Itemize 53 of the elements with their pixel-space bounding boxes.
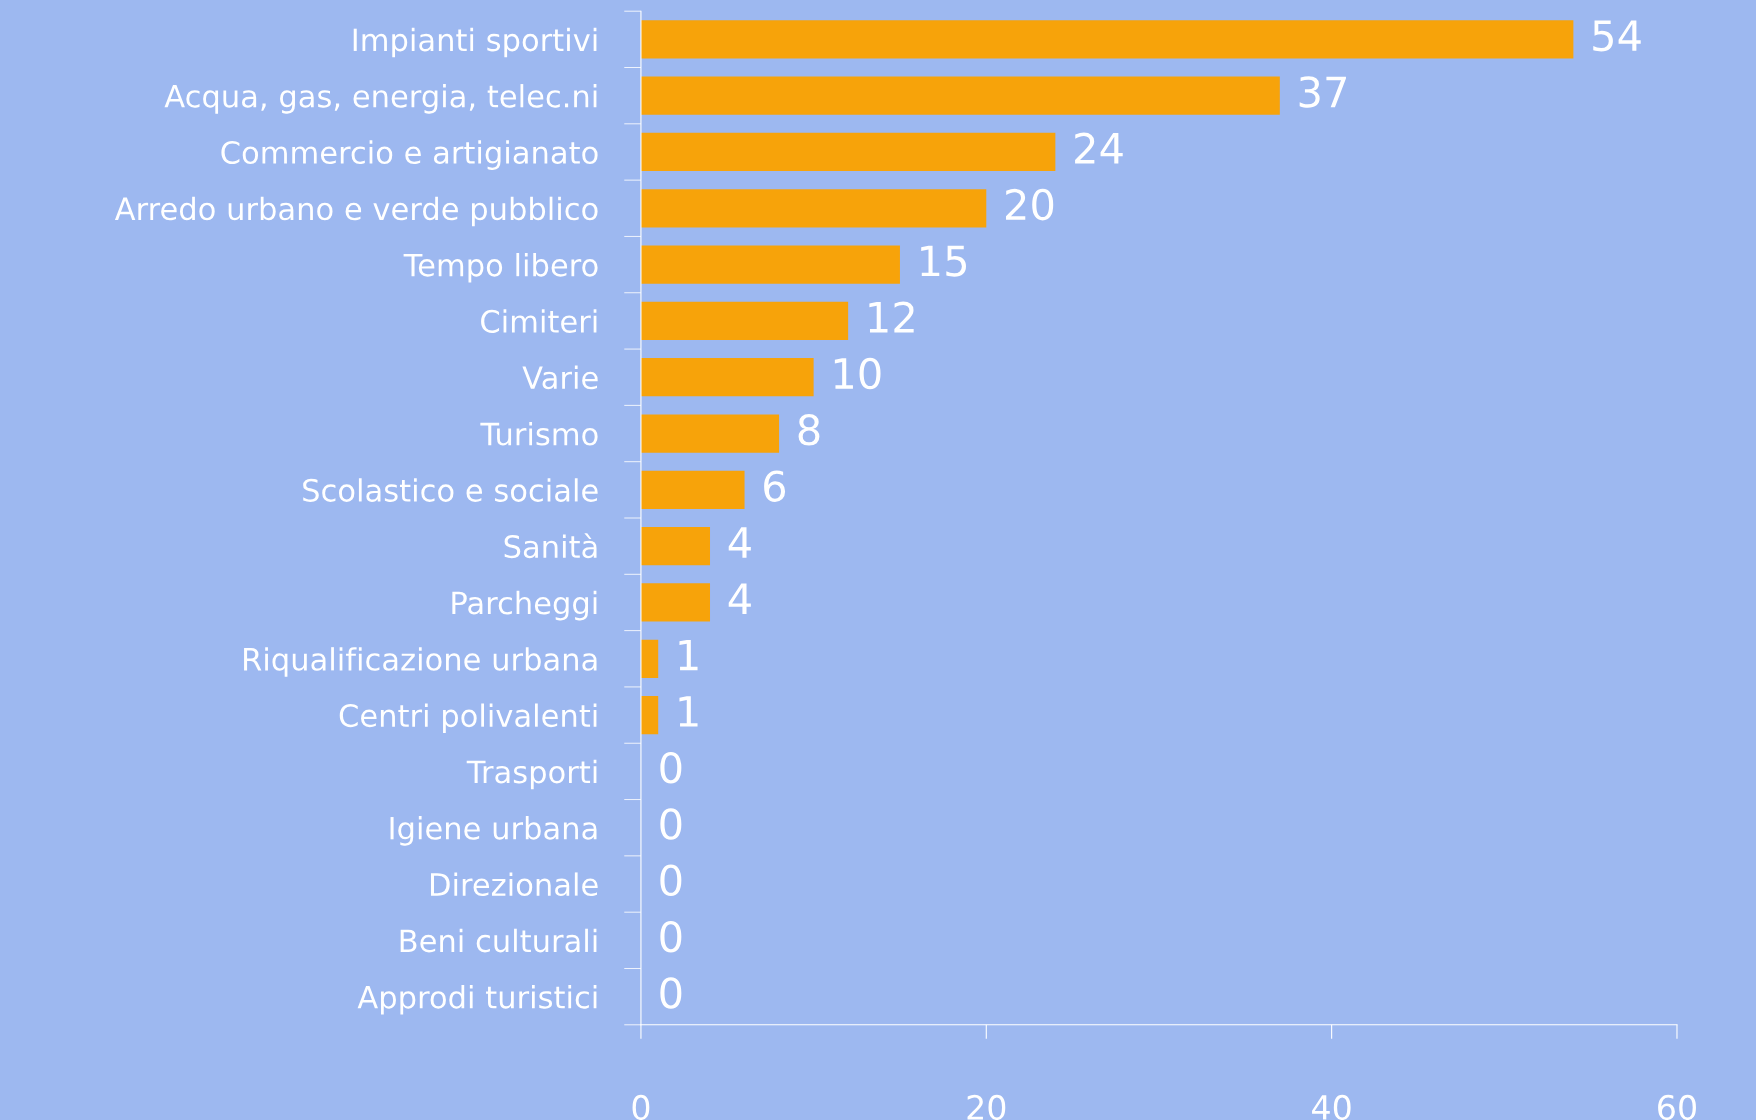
y-tick-label: Igiene urbana bbox=[390, 816, 597, 846]
data-label: 10 bbox=[834, 357, 881, 390]
data-label: 6 bbox=[764, 470, 786, 502]
y-tick-label: Arredo urbano e verde pubblico bbox=[114, 196, 598, 227]
y-tick-label: Impianti sportivi bbox=[353, 27, 597, 58]
bar bbox=[640, 527, 711, 566]
data-label: 0 bbox=[660, 864, 682, 897]
bar bbox=[640, 358, 814, 397]
x-tick-label: 40 bbox=[1312, 1094, 1351, 1120]
y-tick-label: Approdi turistici bbox=[357, 985, 597, 1015]
y-tick-label: Centri polivalenti bbox=[339, 703, 597, 734]
bar bbox=[640, 20, 1574, 59]
bar bbox=[640, 583, 711, 622]
bar bbox=[640, 132, 1056, 172]
data-label: 20 bbox=[1006, 188, 1054, 221]
x-tick-label: 0 bbox=[632, 1094, 650, 1120]
data-label: 0 bbox=[660, 977, 682, 1009]
bar bbox=[640, 414, 780, 453]
x-tick-label: 60 bbox=[1658, 1094, 1696, 1120]
x-tick-label: 20 bbox=[967, 1094, 1006, 1120]
y-tick-label: Riqualificazione urbana bbox=[244, 647, 597, 677]
y-tick-label: Trasporti bbox=[466, 759, 597, 790]
bar bbox=[640, 470, 745, 509]
y-tick-label: Beni culturali bbox=[400, 928, 597, 953]
bar bbox=[640, 695, 659, 735]
data-label: 4 bbox=[728, 527, 751, 558]
bar bbox=[640, 639, 659, 678]
y-tick-label: Acqua, gas, energia, telec.ni bbox=[164, 84, 597, 114]
data-label: 8 bbox=[798, 414, 820, 446]
y-tick-label: Varie bbox=[522, 365, 598, 390]
y-tick-label: Sanità bbox=[504, 533, 597, 559]
data-label: 12 bbox=[869, 301, 914, 333]
bar bbox=[640, 76, 1280, 115]
bar bbox=[640, 245, 900, 284]
data-label: 0 bbox=[660, 751, 682, 784]
y-tick-label: Parcheggi bbox=[452, 590, 597, 621]
data-label: 1 bbox=[679, 639, 698, 671]
data-label: 15 bbox=[921, 245, 966, 277]
y-tick-label: Turismo bbox=[480, 421, 598, 446]
y-tick-label: Tempo libero bbox=[403, 252, 598, 283]
data-label: 54 bbox=[1593, 20, 1641, 52]
data-label: 4 bbox=[728, 583, 751, 614]
data-label: 0 bbox=[660, 920, 682, 953]
data-label: 1 bbox=[679, 696, 698, 727]
bar bbox=[640, 301, 849, 341]
y-tick-label: Commercio e artigianato bbox=[221, 140, 598, 170]
data-label: 24 bbox=[1075, 132, 1123, 164]
y-tick-label: Direzionale bbox=[430, 872, 598, 897]
y-tick-label: Cimiteri bbox=[481, 309, 597, 333]
data-label: 0 bbox=[660, 808, 682, 840]
bar bbox=[640, 189, 987, 228]
y-tick-label: Scolastico e sociale bbox=[303, 478, 598, 502]
data-label: 37 bbox=[1299, 76, 1346, 108]
